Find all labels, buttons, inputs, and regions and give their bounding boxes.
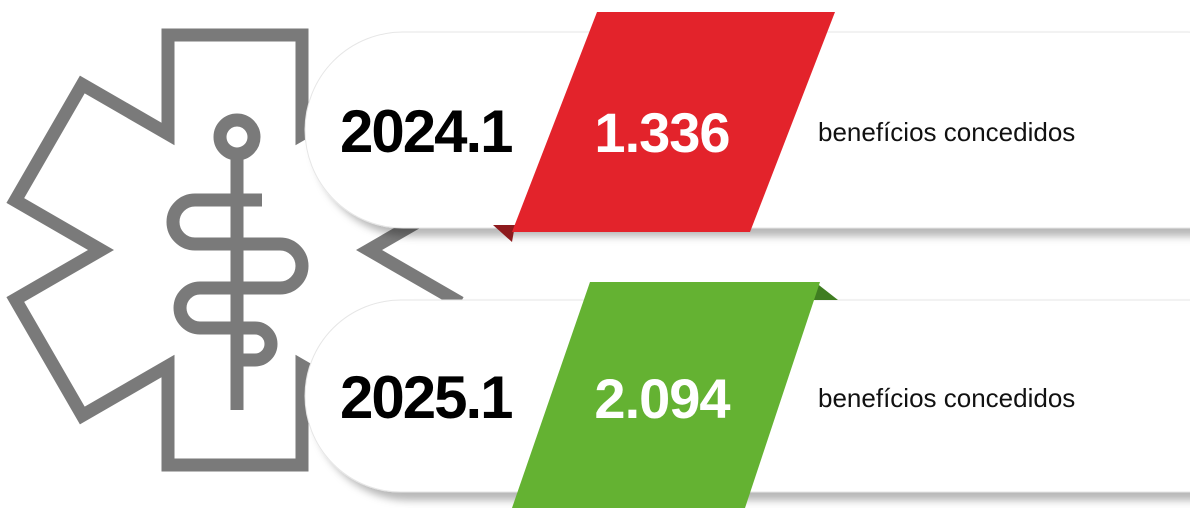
row: 2025.1 2.094 benefícios concedidos bbox=[304, 282, 1190, 508]
period: 2025.1 bbox=[340, 364, 512, 431]
label: benefícios concedidos bbox=[818, 383, 1075, 413]
value: 1.336 bbox=[594, 101, 729, 164]
value: 2.094 bbox=[594, 367, 730, 430]
row: 2024.1 1.336 benefícios concedidos bbox=[304, 12, 1190, 242]
serpent bbox=[166, 193, 309, 367]
rod-top bbox=[213, 113, 261, 161]
value-band bbox=[512, 12, 835, 232]
label: benefícios concedidos bbox=[818, 117, 1075, 147]
ribbon-fold bbox=[493, 225, 515, 242]
value-band bbox=[512, 282, 820, 508]
rows: 2024.1 1.336 benefícios concedidos 2025.1 2.… bbox=[304, 12, 1190, 508]
period: 2024.1 bbox=[340, 98, 512, 165]
